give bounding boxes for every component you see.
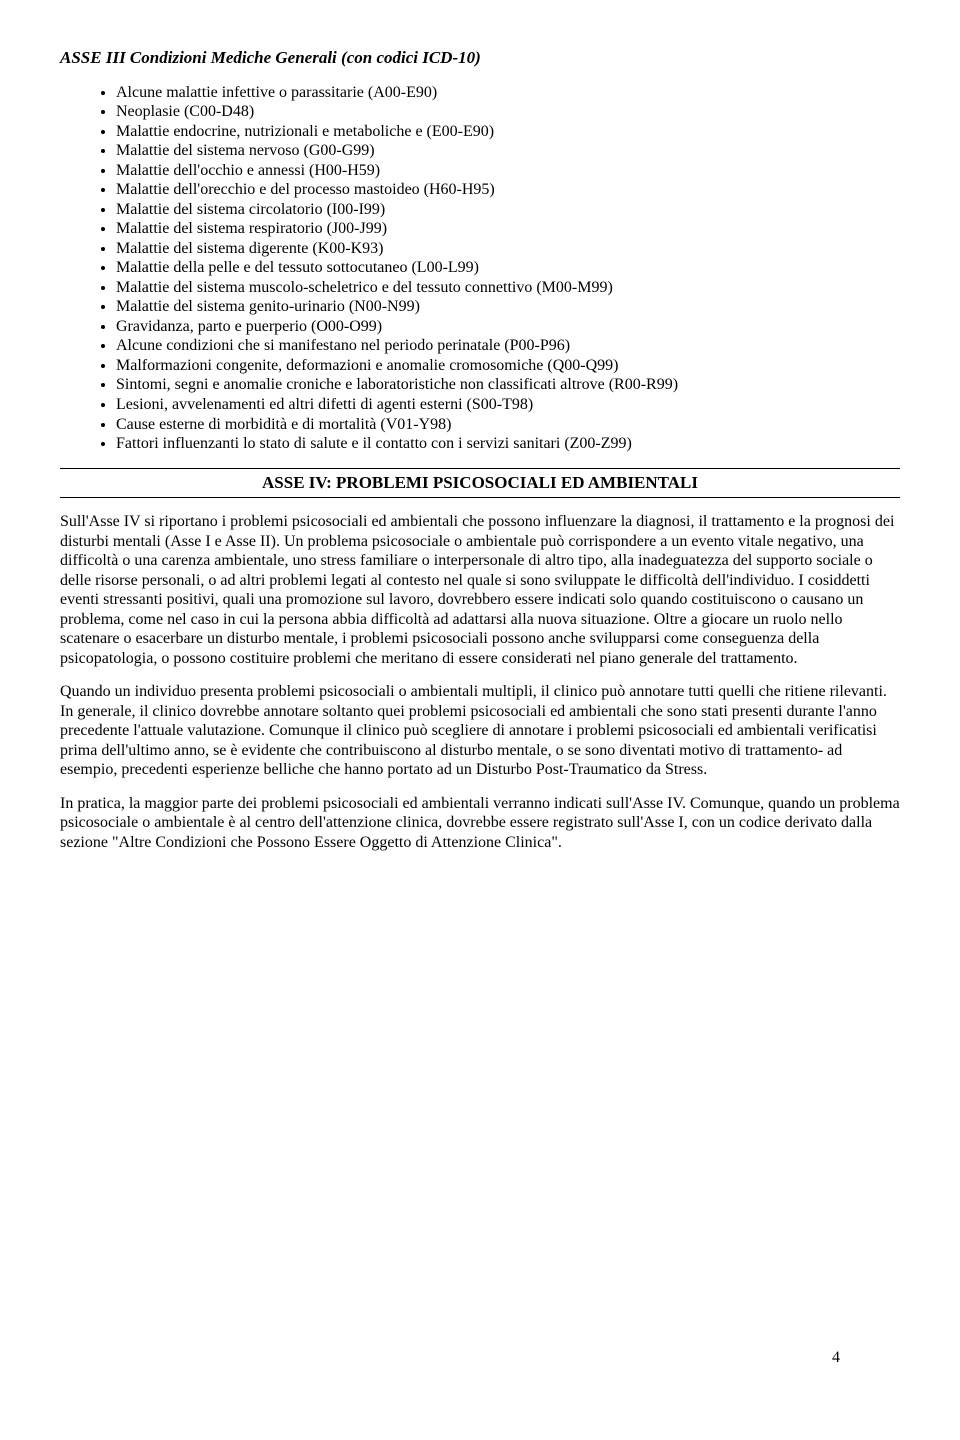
paragraph-1: Sull'Asse IV si riportano i problemi psi… [60, 512, 900, 668]
icd-list-item: Alcune malattie infettive o parassitarie… [116, 83, 900, 103]
icd-list-item: Malattie dell'occhio e annessi (H00-H59) [116, 161, 900, 181]
icd-list-item: Alcune condizioni che si manifestano nel… [116, 336, 900, 356]
icd-list-item: Malattie del sistema respiratorio (J00-J… [116, 219, 900, 239]
icd-list-item: Malattie della pelle e del tessuto sotto… [116, 258, 900, 278]
section-heading: ASSE IV: PROBLEMI PSICOSOCIALI ED AMBIEN… [60, 468, 900, 499]
icd-list-item: Cause esterne di morbidità e di mortalit… [116, 415, 900, 435]
icd-list-item: Malattie dell'orecchio e del processo ma… [116, 180, 900, 200]
paragraph-3: In pratica, la maggior parte dei problem… [60, 794, 900, 853]
icd-list-item: Malattie del sistema genito-urinario (N0… [116, 297, 900, 317]
icd-list-item: Neoplasie (C00-D48) [116, 102, 900, 122]
icd-list-item: Gravidanza, parto e puerperio (O00-O99) [116, 317, 900, 337]
icd-list-item: Sintomi, segni e anomalie croniche e lab… [116, 375, 900, 395]
icd-list-item: Malformazioni congenite, deformazioni e … [116, 356, 900, 376]
icd-list-item: Malattie del sistema digerente (K00-K93) [116, 239, 900, 259]
icd-list-item: Malattie del sistema muscolo-scheletrico… [116, 278, 900, 298]
icd-list-item: Fattori influenzanti lo stato di salute … [116, 434, 900, 454]
icd-list-item: Malattie del sistema circolatorio (I00-I… [116, 200, 900, 220]
paragraph-2: Quando un individuo presenta problemi ps… [60, 682, 900, 780]
icd-list-item: Malattie del sistema nervoso (G00-G99) [116, 141, 900, 161]
icd-list: Alcune malattie infettive o parassitarie… [60, 83, 900, 454]
icd-list-item: Malattie endocrine, nutrizionali e metab… [116, 122, 900, 142]
page-heading: ASSE III Condizioni Mediche Generali (co… [60, 48, 900, 69]
page-number: 4 [832, 1348, 840, 1368]
icd-list-item: Lesioni, avvelenamenti ed altri difetti … [116, 395, 900, 415]
